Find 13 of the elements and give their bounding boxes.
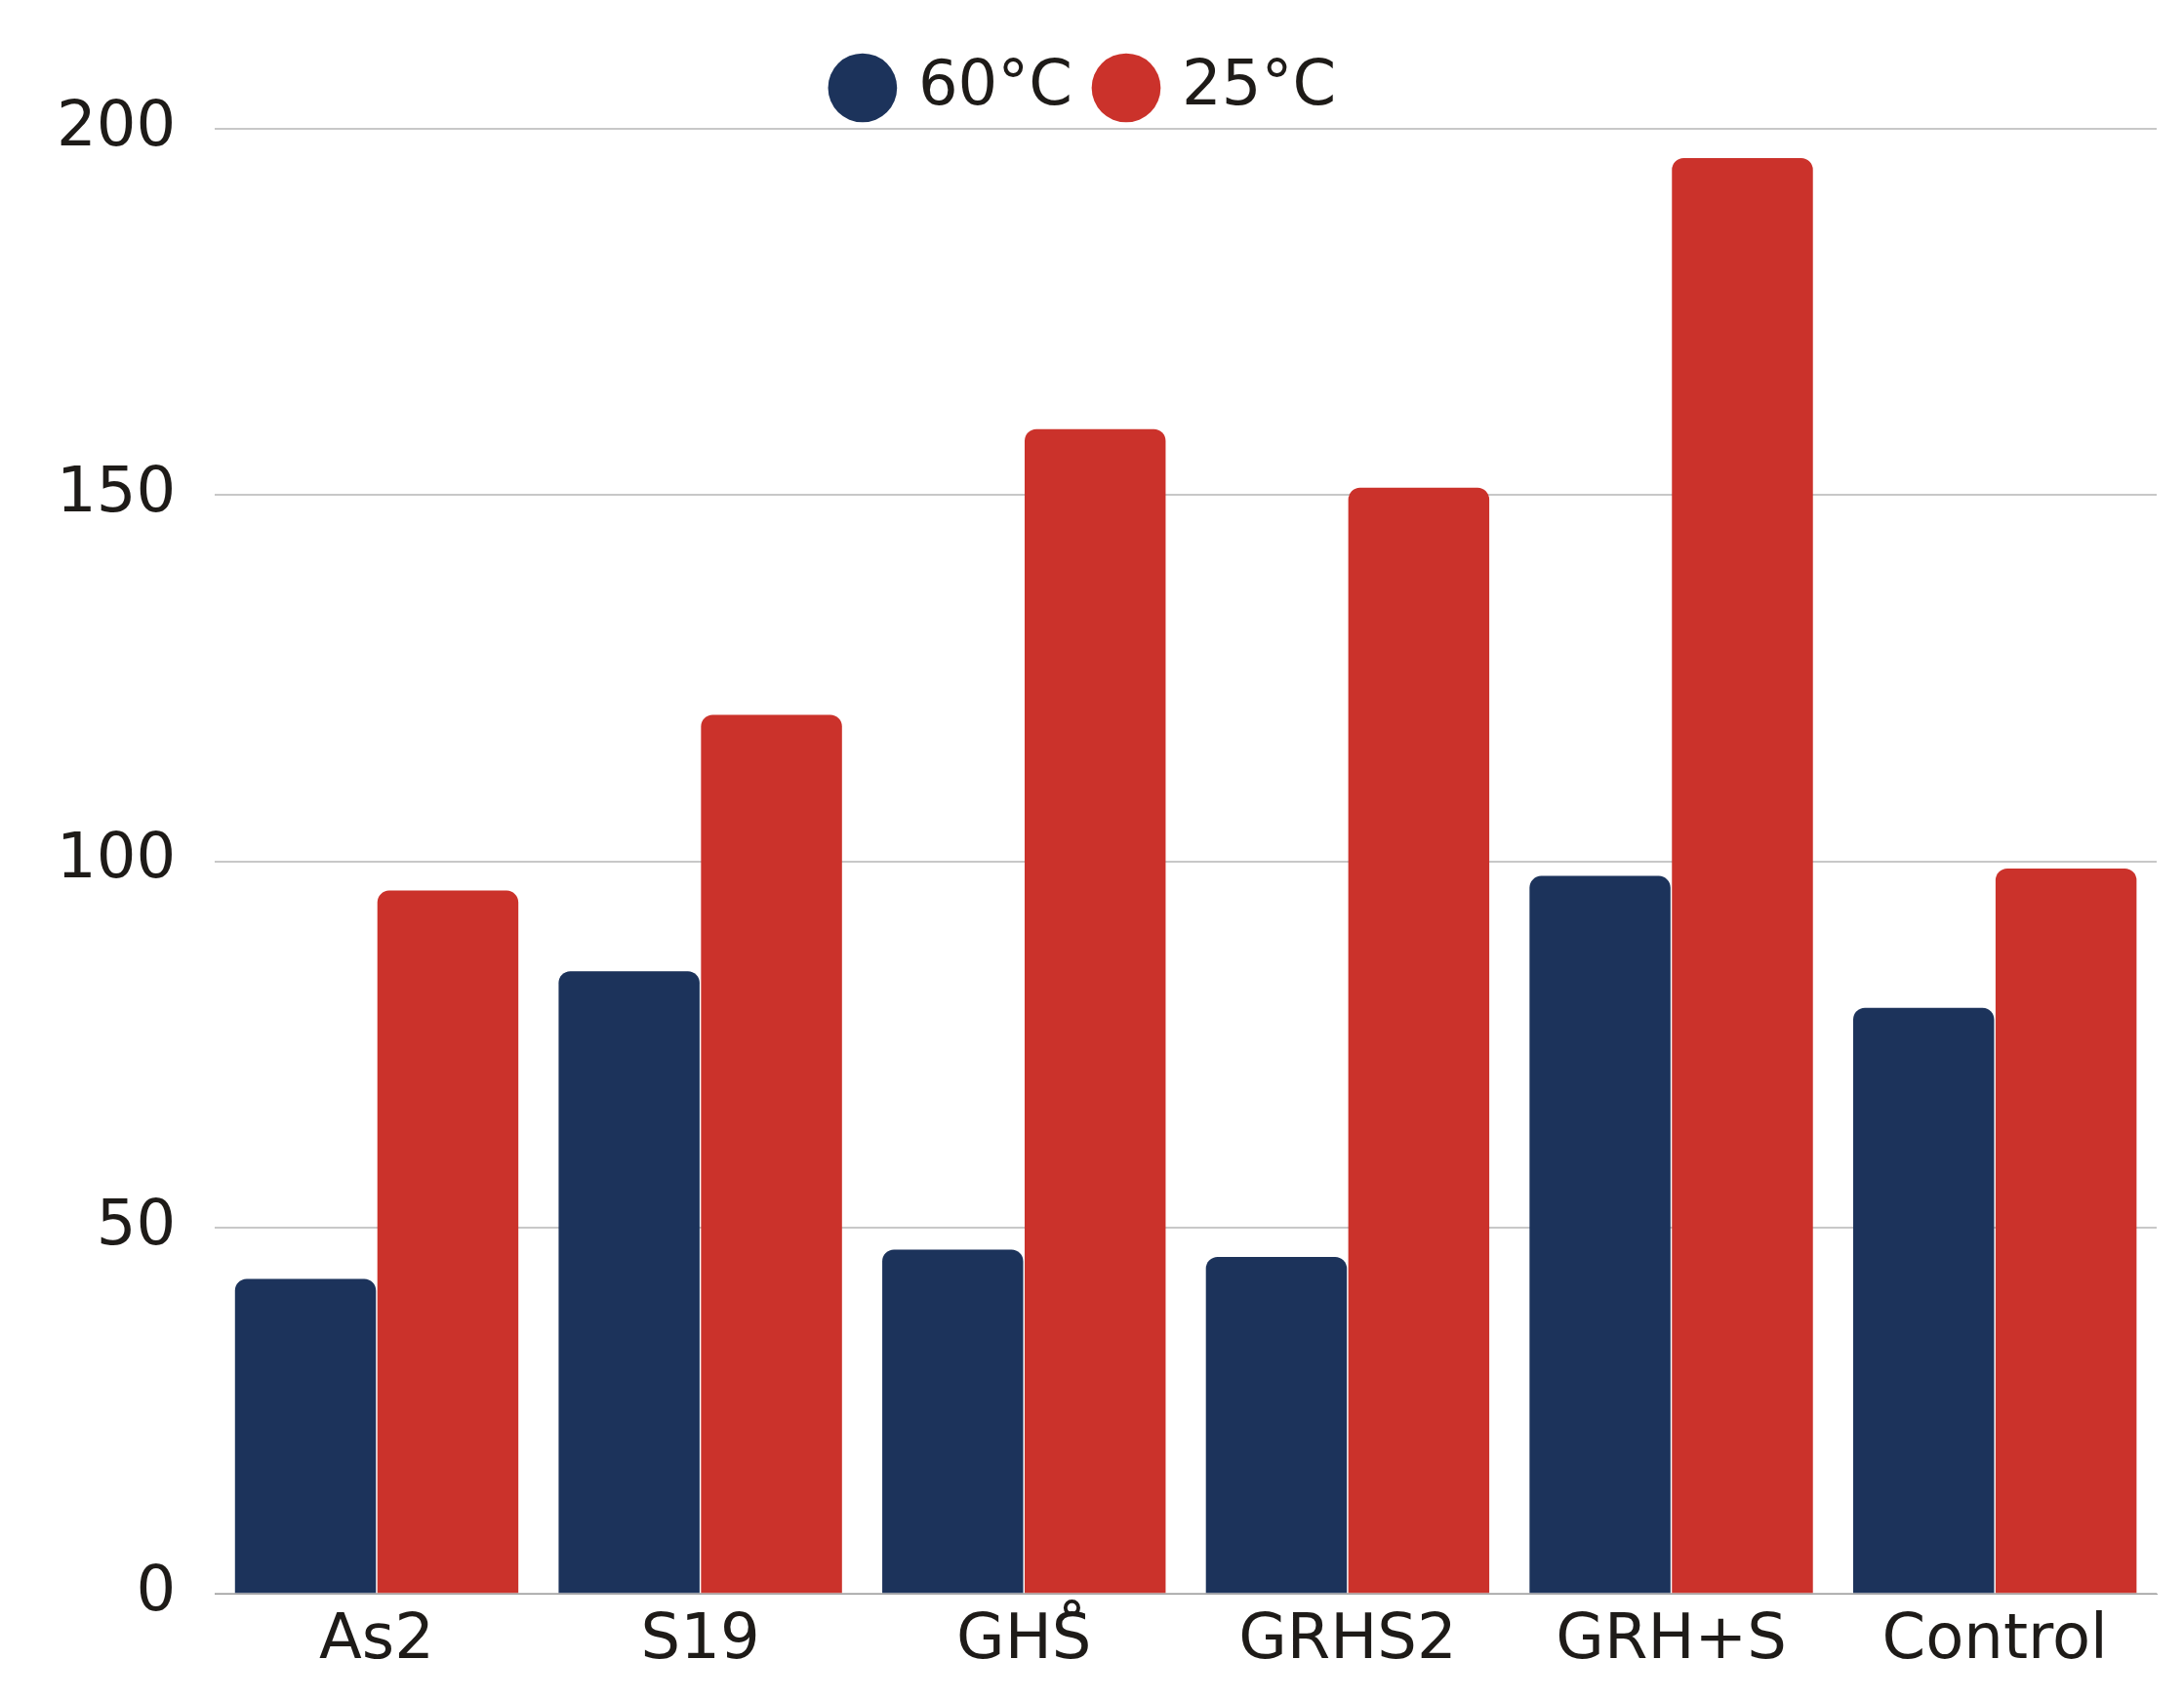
x-tick-label: Control (1881, 1600, 2108, 1674)
y-tick-label: 100 (57, 820, 177, 893)
y-tick-label: 50 (96, 1186, 177, 1259)
x-tick-label: GHS̊ (956, 1599, 1092, 1674)
legend-label: 60°C (917, 46, 1072, 119)
x-tick-label: GRHS2 (1238, 1600, 1457, 1674)
y-tick-label: 0 (136, 1552, 177, 1625)
legend-label: 25°C (1182, 46, 1337, 119)
y-tick-label: 200 (57, 87, 177, 160)
x-tick-label: GRH+S (1556, 1600, 1787, 1674)
x-tick-label: S19 (640, 1600, 760, 1674)
x-tick-label: As2 (319, 1600, 434, 1674)
y-tick-label: 150 (57, 453, 177, 526)
